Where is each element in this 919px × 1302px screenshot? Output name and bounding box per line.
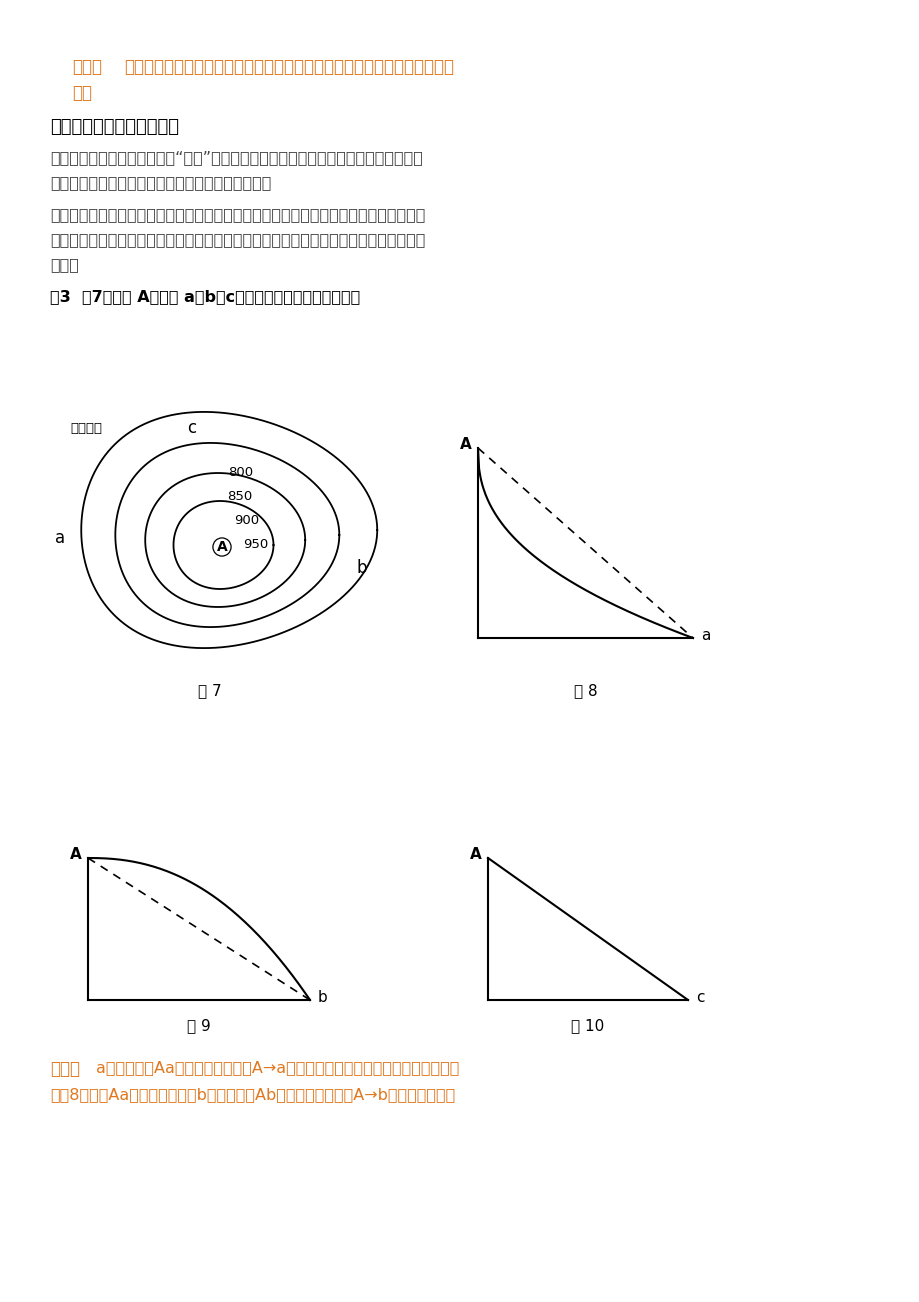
Text: 解析：: 解析： [50, 1060, 80, 1078]
Text: b: b [318, 991, 327, 1005]
Text: 了解几种坡的等高线分布特征有助于突破这一难点。: 了解几种坡的等高线分布特征有助于突破这一难点。 [50, 174, 271, 190]
Text: A: A [216, 540, 227, 553]
Text: 单位：米: 单位：米 [70, 422, 102, 435]
Text: 图 7: 图 7 [198, 684, 221, 698]
Text: 甲、乙河段位于平原上，水流平缓，是地上河，河水补给地下水，无支流汇: 甲、乙河段位于平原上，水流平缓，是地上河，河水补给地下水，无支流汇 [124, 59, 453, 76]
Text: 如图8，凹坡Aa两间完全通视；b点所在坡面Ab，其等高线间距沿A→b由疏到密，应为: 如图8，凹坡Aa两间完全通视；b点所在坡面Ab，其等高线间距沿A→b由疏到密，应… [50, 1087, 455, 1101]
Text: 入。: 入。 [72, 85, 92, 102]
Text: c: c [187, 419, 197, 437]
Text: a: a [55, 529, 65, 547]
Text: 等高线地形图中关于两点间的“通视”问题，是学生难以理解和容易出错的一个知识点，: 等高线地形图中关于两点间的“通视”问题，是学生难以理解和容易出错的一个知识点， [50, 150, 423, 165]
Text: A: A [460, 437, 471, 452]
Text: a点所在坡面Aa，其等高线间距沿A→a由密到疏，应为凹坡，转化为地形剖面图: a点所在坡面Aa，其等高线间距沿A→a由密到疏，应为凹坡，转化为地形剖面图 [96, 1060, 459, 1075]
Text: c: c [696, 991, 704, 1005]
Text: A: A [470, 848, 482, 862]
Text: 例3  图7中，从 A点观察 a、b、c各点，不能观察到的点是＿。: 例3 图7中，从 A点观察 a、b、c各点，不能观察到的点是＿。 [50, 289, 360, 303]
Text: 答案：: 答案： [72, 59, 102, 76]
Text: 图 10: 图 10 [571, 1018, 604, 1032]
Text: 图 9: 图 9 [187, 1018, 210, 1032]
Text: a: a [700, 629, 709, 643]
Text: 均匀。: 均匀。 [50, 256, 79, 272]
Text: 800: 800 [228, 466, 253, 479]
Text: A: A [70, 848, 82, 862]
Text: 850: 850 [227, 490, 252, 503]
Text: 大（先缓后陷），等高线分布特征为先疏后密；等齐斜坡是坡度变化小的坡，等高线分布: 大（先缓后陷），等高线分布特征为先疏后密；等齐斜坡是坡度变化小的坡，等高线分布 [50, 232, 425, 247]
Text: b: b [357, 559, 367, 577]
Text: 900: 900 [233, 513, 259, 526]
Text: 950: 950 [243, 538, 268, 551]
Text: 凹坡是坡度由大到小（先陷后缓）的坡，等高线分布特征为先密后疏；凸坡是坡度由小到: 凹坡是坡度由大到小（先陷后缓）的坡，等高线分布特征为先密后疏；凸坡是坡度由小到 [50, 207, 425, 223]
Text: 三、凹坡、凸坡、等齐斜坡: 三、凹坡、凸坡、等齐斜坡 [50, 118, 179, 135]
Text: 图 8: 图 8 [573, 684, 596, 698]
